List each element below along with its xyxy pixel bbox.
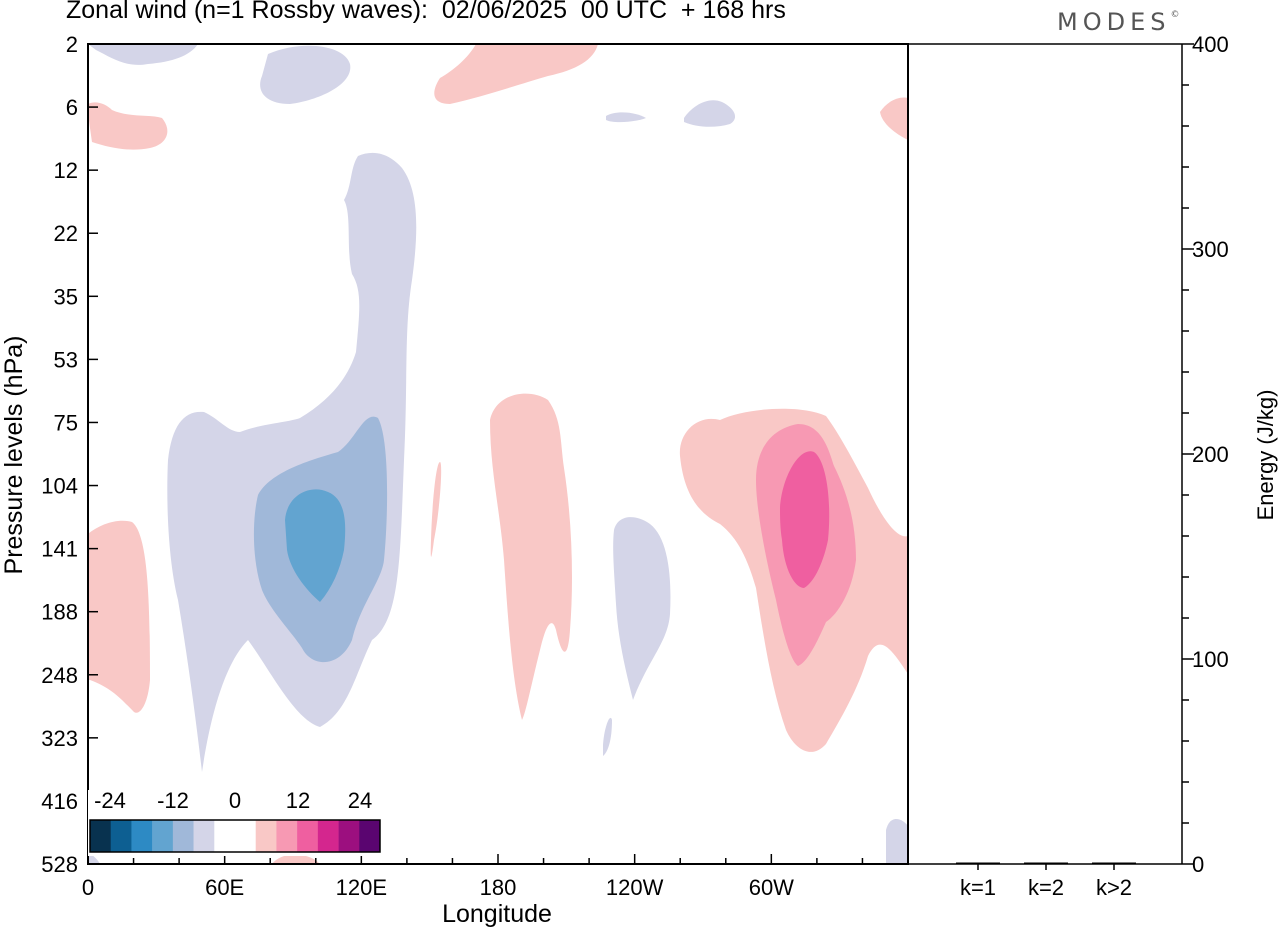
x-tick-label: 60W xyxy=(749,875,794,900)
colorbar-swatch xyxy=(255,820,277,852)
y-tick-label: 323 xyxy=(41,726,78,751)
x-tick-label: 60E xyxy=(205,875,244,900)
colorbar-swatch xyxy=(214,820,236,852)
energy-tick-label: 400 xyxy=(1192,32,1229,57)
energy-bar xyxy=(1092,862,1136,864)
colorbar-tick-label: -24 xyxy=(94,788,126,813)
colorbar-frame xyxy=(89,819,381,853)
pos-contour-bottom xyxy=(272,854,320,864)
energy-bar xyxy=(956,862,1000,864)
neg-contour-small-2 xyxy=(684,100,736,127)
colorbar-swatch xyxy=(131,820,153,852)
contour-fields xyxy=(88,44,908,864)
neg-contour-top-left xyxy=(88,44,198,65)
neg-contour-mid xyxy=(613,517,671,700)
energy-axis: 0 100 200 300 400 xyxy=(1182,32,1229,877)
colorbar-swatch xyxy=(172,820,194,852)
pos-contour-mid xyxy=(490,393,572,720)
neg-contour-thin xyxy=(603,717,612,756)
energy-bars: k=1 k=2 k>2 xyxy=(956,862,1136,900)
neg-contour-top-blob xyxy=(260,45,351,104)
colorbar-swatch xyxy=(276,820,298,852)
colorbar-swatch xyxy=(359,820,381,852)
energy-category-label: k=1 xyxy=(960,875,996,900)
colorbar-swatch xyxy=(338,820,360,852)
colorbar-tick-label: 24 xyxy=(348,788,372,813)
energy-plot-frame xyxy=(908,43,1183,865)
colorbar-swatch xyxy=(317,820,339,852)
neg-contour-level-3 xyxy=(285,489,346,602)
brand-logo: MODES© xyxy=(1057,8,1179,36)
x-tick-label: 0 xyxy=(82,875,94,900)
y-tick-label: 35 xyxy=(54,284,78,309)
y-tick-label: 248 xyxy=(41,663,78,688)
pos-contour-level-3 xyxy=(780,451,830,588)
colorbar-tick-label: 0 xyxy=(229,788,241,813)
brand-mark: © xyxy=(1170,10,1180,20)
energy-category-label: k>2 xyxy=(1096,875,1132,900)
colorbar-swatch xyxy=(193,820,215,852)
energy-category-label: k=2 xyxy=(1028,875,1064,900)
y-tick-label: 416 xyxy=(41,789,78,814)
energy-tick-label: 0 xyxy=(1192,852,1204,877)
neg-contour-small-1 xyxy=(606,112,646,123)
pos-contour-top-mid xyxy=(434,44,598,104)
colorbar-tick-label: 12 xyxy=(286,788,310,813)
x-tick-label: 180 xyxy=(480,875,517,900)
energy-bar xyxy=(1024,862,1068,864)
colorbar: -24 -12 0 12 24 xyxy=(88,788,382,856)
pos-contour-top-left xyxy=(88,102,168,150)
page-title: Zonal wind (n=1 Rossby waves): 02/06/202… xyxy=(66,0,786,24)
x-tick-label: 120W xyxy=(606,875,664,900)
x-tick-label: 120E xyxy=(336,875,387,900)
y-axis-label: Pressure levels (hPa) xyxy=(0,336,28,575)
energy-tick-label: 300 xyxy=(1192,237,1229,262)
y-tick-label: 188 xyxy=(41,600,78,625)
pos-contour-streak xyxy=(430,462,442,557)
energy-tick-label: 100 xyxy=(1192,647,1229,672)
pos-contour-left xyxy=(88,520,150,713)
colorbar-swatch xyxy=(235,820,257,852)
colorbar-swatch xyxy=(110,820,132,852)
colorbar-swatch xyxy=(297,820,319,852)
y-tick-label: 141 xyxy=(41,537,78,562)
x-axis-label: Longitude xyxy=(442,900,552,928)
y-tick-label: 75 xyxy=(54,410,78,435)
energy-tick-label: 200 xyxy=(1192,442,1229,467)
colorbar-swatch xyxy=(90,820,112,852)
y-tick-label: 22 xyxy=(54,221,78,246)
energy-axis-label: Energy (J/kg) xyxy=(1253,390,1278,521)
pos-contour-top-right xyxy=(880,97,908,140)
y-tick-label: 104 xyxy=(41,474,78,499)
y-tick-label: 53 xyxy=(54,347,78,372)
x-axis: 0 60E 120E 180 120W 60W xyxy=(82,854,909,900)
colorbar-tick-label: -12 xyxy=(157,788,189,813)
y-axis: 2 6 12 22 35 53 75 104 141 188 248 323 416 528 xyxy=(41,32,98,877)
neg-contour-bottom-right xyxy=(886,819,908,864)
colorbar-swatch xyxy=(152,820,174,852)
y-tick-label: 12 xyxy=(54,158,78,183)
y-tick-label: 528 xyxy=(41,852,78,877)
y-tick-label: 2 xyxy=(66,32,78,57)
y-tick-label: 6 xyxy=(66,95,78,120)
brand-text: MODES xyxy=(1057,8,1171,36)
